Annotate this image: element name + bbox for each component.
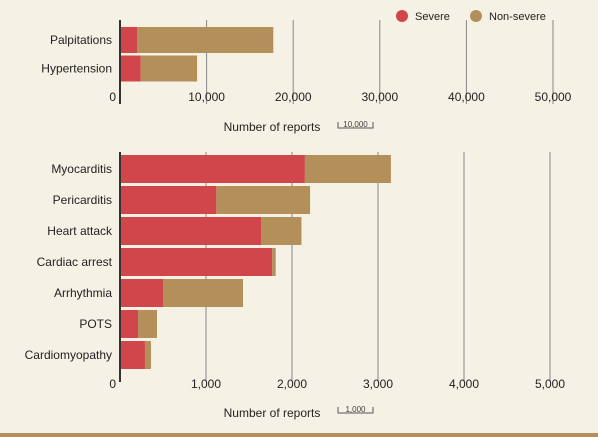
x-tick-label: 5,000 xyxy=(535,377,565,391)
x-tick-label: 2,000 xyxy=(277,377,307,391)
scale-indicator: 10,000 xyxy=(337,120,374,129)
bar-severe xyxy=(120,279,163,307)
scale-label: 1,000 xyxy=(345,405,366,414)
legend-label: Non-severe xyxy=(489,11,546,23)
legend-label: Severe xyxy=(415,11,450,23)
bar-non-severe xyxy=(144,341,151,369)
x-tick-label: 20,000 xyxy=(275,90,312,104)
bar-severe xyxy=(120,27,138,53)
bar-severe xyxy=(120,310,139,338)
legend-swatch xyxy=(396,10,408,22)
scale-bracket xyxy=(337,122,374,129)
bar-non-severe xyxy=(216,186,311,214)
legend-item-non-severe: Non-severe xyxy=(470,10,546,23)
bar-severe xyxy=(120,186,217,214)
x-tick-label: 4,000 xyxy=(449,377,479,391)
x-tick-label: 1,000 xyxy=(191,377,221,391)
bar-severe xyxy=(120,248,273,276)
x-tick-label: 50,000 xyxy=(535,90,572,104)
bar-non-severe xyxy=(272,248,276,276)
x-tick-label: 10,000 xyxy=(188,90,225,104)
x-tick-label: 40,000 xyxy=(448,90,485,104)
scale-indicator: 1,000 xyxy=(337,405,374,414)
x-tick-label: 3,000 xyxy=(363,377,393,391)
bar-severe xyxy=(120,55,141,82)
bar-non-severe xyxy=(138,310,157,338)
chart-panel-2: 0 1,000 2,000 3,000 4,000 5,000 Myocarditis Per… xyxy=(25,152,565,420)
category-label: Cardiac arrest xyxy=(37,255,113,269)
bar-non-severe xyxy=(140,55,198,82)
category-label: Myocarditis xyxy=(51,162,112,176)
bar-severe xyxy=(120,217,262,245)
x-tick-label: 0 xyxy=(109,90,116,104)
x-tick-label: 30,000 xyxy=(361,90,398,104)
category-label: Palpitations xyxy=(50,33,112,47)
x-tick-label: 0 xyxy=(109,377,116,391)
scale-label: 10,000 xyxy=(343,120,368,129)
bar-non-severe xyxy=(261,217,302,245)
category-label: Hypertension xyxy=(41,62,112,76)
category-label: Heart attack xyxy=(47,224,113,238)
x-axis-title: Number of reports xyxy=(224,120,321,134)
category-label: Pericarditis xyxy=(53,193,112,207)
category-label: Arrhythmia xyxy=(54,286,112,300)
category-label: Cardiomyopathy xyxy=(25,348,112,362)
bar-non-severe xyxy=(137,27,274,53)
bar-severe xyxy=(120,155,305,183)
x-axis-title: Number of reports xyxy=(224,406,321,420)
category-label: POTS xyxy=(79,317,112,331)
bottom-rule xyxy=(0,433,598,437)
chart-panel-1: 0 10,000 20,000 30,000 40,000 50,000 Palpitati… xyxy=(41,20,572,134)
bar-severe xyxy=(120,341,145,369)
legend-swatch xyxy=(470,10,482,22)
bar-non-severe xyxy=(163,279,243,307)
legend-item-severe: Severe xyxy=(396,10,450,23)
scale-bracket xyxy=(337,407,374,414)
bar-non-severe xyxy=(304,155,391,183)
